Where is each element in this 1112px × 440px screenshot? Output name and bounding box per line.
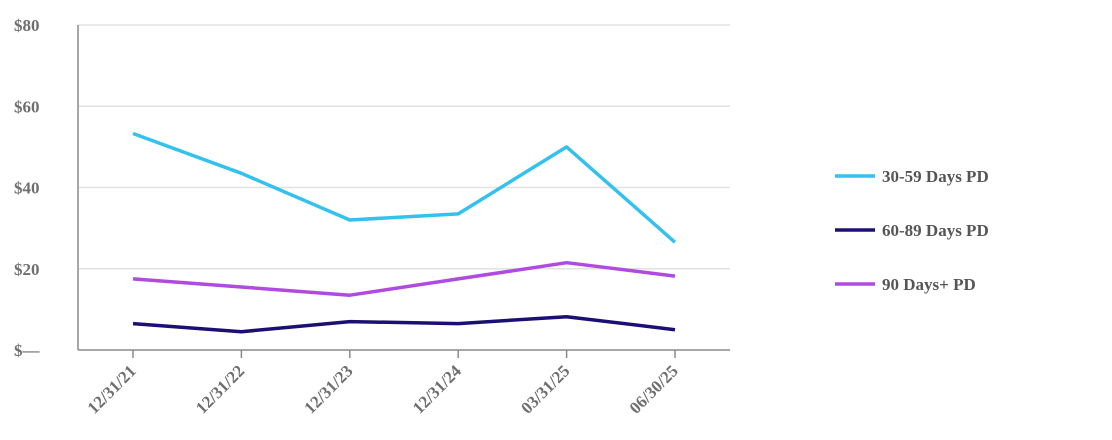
y-tick-label: $40: [14, 179, 40, 198]
x-tick-label: 12/31/24: [409, 361, 466, 418]
series-line-3: [132, 260, 676, 297]
y-tick-label: $60: [14, 97, 40, 116]
x-tick-label: 12/31/23: [300, 361, 356, 417]
y-axis-ticks: $— $20 $40 $60 $80: [14, 16, 41, 360]
x-tick-label: 12/31/21: [84, 361, 140, 417]
y-tick-label: $—: [14, 341, 41, 360]
legend-label: 90 Days+ PD: [882, 275, 976, 294]
legend-label: 60-89 Days PD: [882, 221, 989, 240]
y-tick-label: $20: [14, 260, 40, 279]
x-tick-label: 03/31/25: [517, 361, 573, 417]
legend-label: 30-59 Days PD: [882, 167, 989, 186]
x-tick-label: 06/30/25: [626, 361, 682, 417]
x-tick-label: 12/31/22: [192, 361, 248, 417]
series-line-1: [132, 131, 677, 244]
series-lines: [132, 131, 677, 334]
gridlines: [78, 24, 730, 270]
legend: 30-59 Days PD 60-89 Days PD 90 Days+ PD: [835, 167, 989, 294]
y-tick-label: $80: [14, 16, 40, 35]
x-axis-ticks: 12/31/21 12/31/22 12/31/23 12/31/24 03/31/25…: [84, 350, 682, 418]
series-line-2: [132, 314, 676, 334]
